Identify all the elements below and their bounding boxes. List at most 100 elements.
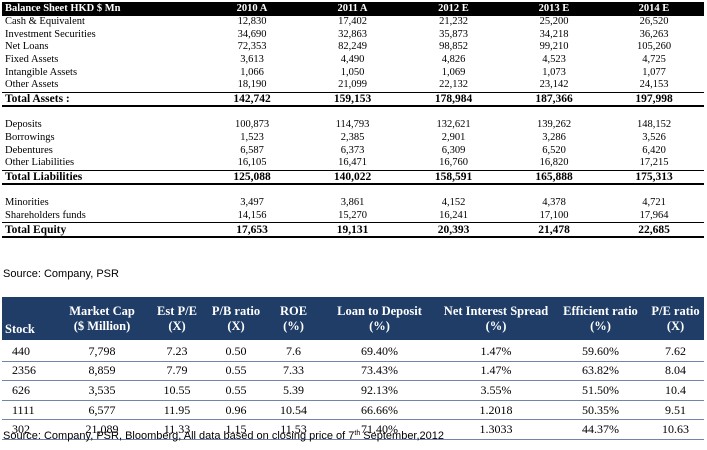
cell-value: 148,152	[636, 119, 672, 131]
cell-value: 6,309	[441, 144, 466, 156]
cell-value: 19,131	[302, 222, 403, 238]
cell-value: 22,132	[439, 79, 468, 91]
cell-value: 11.53	[266, 419, 321, 440]
table-row: 1111 6,577 11.95 0.96 10.54 66.66% 1.2018 50.35…	[2, 400, 704, 421]
cell-value: 11.33	[148, 419, 206, 440]
cell-value: 158,591	[403, 169, 504, 186]
cell-value: 73.43%	[321, 361, 438, 382]
liability-row: Deposits 100,873 114,793 132,621 139,262 148,…	[2, 119, 704, 132]
cell-value: 2010 A	[202, 2, 302, 16]
cell-value: 1,050	[340, 66, 365, 78]
header-line: Stock	[5, 322, 35, 336]
spacer-row	[2, 106, 704, 119]
column-header: P/E ratio (X)	[647, 297, 704, 340]
cell-value: 0.55	[206, 361, 266, 382]
stock-code: 302	[2, 419, 56, 440]
row-label: Shareholders funds	[5, 210, 86, 222]
cell-value: 1.47%	[438, 340, 554, 362]
cell-value: 125,088	[202, 169, 302, 186]
column-header: P/B ratio (X)	[206, 297, 266, 340]
asset-row: Intangible Assets 1,066 1,050 1,069 1,073 1,0…	[2, 66, 704, 79]
asset-row: Other Assets 18,190 21,099 22,132 23,142 24,1…	[2, 79, 704, 92]
table-row: 2356 8,859 7.79 0.55 7.33 73.43% 1.47% 63.82% 8.…	[2, 361, 704, 382]
column-header: ROE (%)	[266, 297, 321, 340]
header-line: Market Cap	[69, 303, 135, 318]
cell-value: 25,200	[539, 16, 569, 28]
balance-sheet-table: Balance Sheet HKD $ Mn 2010 A 2011 A 2012 E…	[2, 2, 704, 238]
cell-value: 1.47%	[438, 361, 554, 382]
row-label: Debentures	[5, 144, 53, 156]
row-label: Cash & Equivalent	[5, 16, 85, 28]
cell-value: 2,385	[340, 132, 365, 144]
header-line: P/E ratio	[651, 303, 700, 318]
cell-value: 3,613	[240, 54, 264, 66]
cell-value: 24,153	[639, 79, 669, 91]
cell-value: 7.79	[148, 361, 206, 382]
row-label: Net Loans	[5, 41, 49, 53]
cell-value: 16,105	[237, 157, 267, 169]
table-row: 626 3,535 10.55 0.55 5.39 92.13% 3.55% 51.50% 10…	[2, 380, 704, 401]
cell-value: 32,863	[338, 28, 367, 40]
stock-code: 2356	[2, 361, 56, 382]
row-label: Investment Securities	[5, 28, 96, 40]
equity-row: Shareholders funds 14,156 15,270 16,241 17,1…	[2, 210, 704, 223]
cell-value: 8.04	[647, 361, 704, 382]
total-equity-row: Total Equity 17,653 19,131 20,393 21,478 22,6…	[2, 222, 704, 238]
cell-value: 175,313	[604, 169, 704, 186]
cell-value: 1,523	[240, 132, 264, 144]
cell-value: 3,497	[240, 197, 264, 209]
row-label: Balance Sheet HKD $ Mn	[2, 2, 202, 16]
balance-sheet-source: Source: Company, PSR	[3, 268, 119, 280]
cell-value: 18,190	[237, 79, 267, 91]
table-row: 302 21,089 11.33 1.15 11.53 71.40% 1.3033 44.37…	[2, 419, 704, 440]
cell-value: 1,077	[642, 66, 666, 78]
cell-value: 7.23	[148, 340, 206, 362]
liability-row: Borrowings 1,523 2,385 2,901 3,286 3,526	[2, 132, 704, 145]
cell-value: 99,210	[539, 41, 569, 53]
cell-value: 21,232	[439, 16, 468, 28]
header-line: Net Interest Spread	[443, 303, 549, 318]
cell-value: 59.60%	[554, 340, 647, 362]
cell-value: 3,286	[542, 132, 566, 144]
cell-value: 2013 E	[504, 2, 604, 16]
liability-row: Debentures 6,587 6,373 6,309 6,520 6,420	[2, 144, 704, 157]
cell-value: 16,760	[439, 157, 468, 169]
stock-code: 1111	[2, 400, 56, 421]
stock-code: 440	[2, 340, 56, 362]
cell-value: 92.13%	[321, 380, 438, 401]
cell-value: 4,490	[340, 54, 365, 66]
spacer-cell	[2, 106, 704, 119]
cell-value: 3,861	[340, 197, 365, 209]
row-label: Deposits	[5, 119, 42, 131]
cell-value: 2,901	[441, 132, 466, 144]
cell-value: 17,653	[202, 222, 302, 238]
cell-value: 21,478	[504, 222, 604, 238]
row-label: Fixed Assets	[5, 54, 59, 66]
cell-value: 10.63	[647, 419, 704, 440]
cell-value: 82,249	[338, 41, 367, 53]
table-row: 440 7,798 7.23 0.50 7.6 69.40% 1.47% 59.60% 7.62	[2, 340, 704, 362]
cell-value: 6,577	[56, 400, 148, 421]
liability-row: Other Liabilities 16,105 16,471 16,760 16,82…	[2, 157, 704, 170]
cell-value: 0.55	[206, 380, 266, 401]
header-line: P/B ratio	[211, 303, 261, 318]
cell-value: 178,984	[403, 91, 504, 108]
cell-value: 10.54	[266, 400, 321, 421]
header-unit: (X)	[227, 318, 245, 333]
asset-row: Investment Securities 34,690 32,863 35,873 3…	[2, 29, 704, 42]
cell-value: 44.37%	[554, 419, 647, 440]
cell-value: 4,152	[441, 197, 466, 209]
cell-value: 6,587	[240, 144, 264, 156]
row-label: Minorities	[5, 197, 49, 209]
cell-value: 187,366	[504, 91, 604, 108]
cell-value: 1.3033	[438, 419, 554, 440]
cell-value: 7.6	[266, 340, 321, 362]
cell-value: 63.82%	[554, 361, 647, 382]
column-header: Est P/E (X)	[148, 297, 206, 340]
cell-value: 21,089	[56, 419, 148, 440]
cell-value: 21,099	[338, 79, 367, 91]
cell-value: 36,263	[639, 28, 669, 40]
cell-value: 98,852	[439, 41, 468, 53]
column-header: Net Interest Spread (%)	[438, 297, 554, 340]
cell-value: 1,073	[542, 66, 566, 78]
